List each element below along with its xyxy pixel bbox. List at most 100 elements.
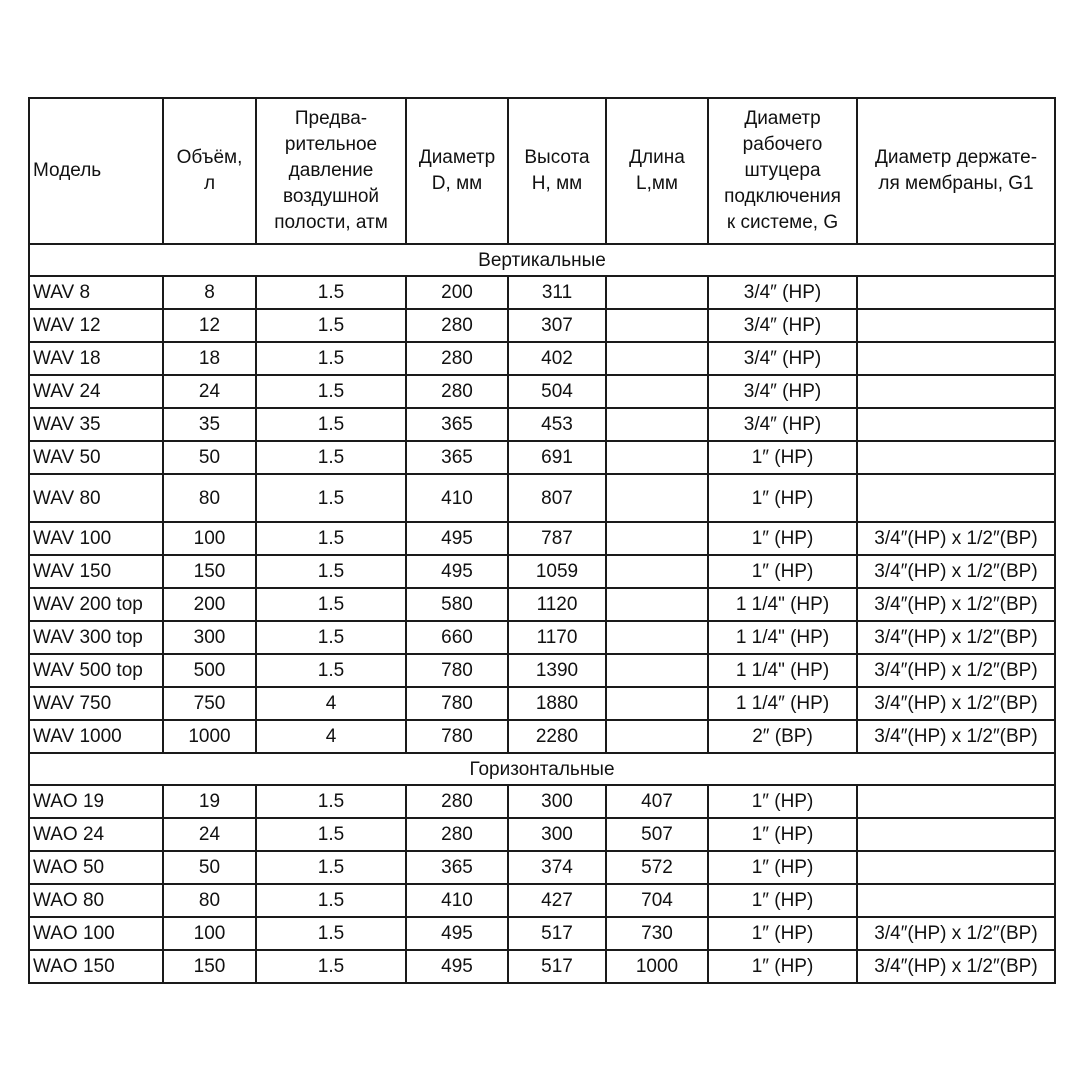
cell-diameter: 280 <box>405 308 509 343</box>
cell-length: 572 <box>605 850 709 885</box>
cell-length: 1000 <box>605 949 709 984</box>
cell-diameter: 410 <box>405 473 509 523</box>
cell-pre-pressure: 1.5 <box>255 916 407 951</box>
cell-diameter: 365 <box>405 407 509 442</box>
cell-model: WAO 19 <box>28 784 164 819</box>
cell-length <box>605 308 709 343</box>
cell-pre-pressure: 1.5 <box>255 850 407 885</box>
cell-length <box>605 719 709 754</box>
cell-diameter: 280 <box>405 341 509 376</box>
cell-length: 730 <box>605 916 709 951</box>
cell-connection-diameter: 1″ (НР) <box>707 883 858 918</box>
cell-pre-pressure: 1.5 <box>255 521 407 556</box>
cell-model: WAV 12 <box>28 308 164 343</box>
cell-height: 1880 <box>507 686 607 721</box>
cell-connection-diameter: 1 1/4" (НР) <box>707 653 858 688</box>
cell-length: 407 <box>605 784 709 819</box>
cell-height: 787 <box>507 521 607 556</box>
cell-pre-pressure: 4 <box>255 686 407 721</box>
table-row: WAO 50 50 1.5 365 374 572 1″ (НР) <box>28 850 1056 885</box>
cell-pre-pressure: 1.5 <box>255 883 407 918</box>
cell-diameter: 495 <box>405 916 509 951</box>
cell-connection-diameter: 1″ (НР) <box>707 440 858 475</box>
cell-length <box>605 686 709 721</box>
cell-model: WAO 150 <box>28 949 164 984</box>
cell-pre-pressure: 1.5 <box>255 275 407 310</box>
cell-diameter: 200 <box>405 275 509 310</box>
cell-diameter: 410 <box>405 883 509 918</box>
cell-height: 517 <box>507 916 607 951</box>
cell-model: WAV 8 <box>28 275 164 310</box>
cell-pre-pressure: 1.5 <box>255 949 407 984</box>
cell-volume: 24 <box>162 374 257 409</box>
cell-pre-pressure: 1.5 <box>255 473 407 523</box>
cell-connection-diameter: 2″ (ВР) <box>707 719 858 754</box>
cell-pre-pressure: 1.5 <box>255 308 407 343</box>
cell-length <box>605 275 709 310</box>
cell-membrane-holder-diameter <box>856 308 1056 343</box>
header-row: Модель Объём, л Предва- рительное давление… <box>28 97 1056 245</box>
cell-connection-diameter: 1″ (НР) <box>707 850 858 885</box>
cell-length <box>605 374 709 409</box>
cell-pre-pressure: 4 <box>255 719 407 754</box>
cell-volume: 50 <box>162 850 257 885</box>
cell-connection-diameter: 1 1/4" (НР) <box>707 620 858 655</box>
cell-height: 504 <box>507 374 607 409</box>
cell-connection-diameter: 1″ (НР) <box>707 554 858 589</box>
cell-membrane-holder-diameter <box>856 407 1056 442</box>
cell-height: 374 <box>507 850 607 885</box>
cell-volume: 24 <box>162 817 257 852</box>
cell-diameter: 280 <box>405 374 509 409</box>
cell-membrane-holder-diameter: 3/4″(НР) x 1/2″(ВР) <box>856 719 1056 754</box>
table-row: WAV 12 12 1.5 280 307 3/4″ (НР) <box>28 308 1056 343</box>
section-title: Горизонтальные <box>28 752 1056 786</box>
cell-volume: 80 <box>162 883 257 918</box>
cell-membrane-holder-diameter <box>856 817 1056 852</box>
cell-model: WAV 200 top <box>28 587 164 622</box>
cell-model: WAO 100 <box>28 916 164 951</box>
cell-membrane-holder-diameter <box>856 784 1056 819</box>
table-row: WAO 19 19 1.5 280 300 407 1″ (НР) <box>28 784 1056 819</box>
cell-connection-diameter: 1″ (НР) <box>707 784 858 819</box>
cell-pre-pressure: 1.5 <box>255 620 407 655</box>
table-row: WAV 100 100 1.5 495 787 1″ (НР) 3/4″(НР) x 1/2… <box>28 521 1056 556</box>
header-height: Высота Н, мм <box>507 97 607 245</box>
cell-model: WAV 750 <box>28 686 164 721</box>
cell-connection-diameter: 1″ (НР) <box>707 949 858 984</box>
table-row: WAV 50 50 1.5 365 691 1″ (НР) <box>28 440 1056 475</box>
table-row: WAV 18 18 1.5 280 402 3/4″ (НР) <box>28 341 1056 376</box>
cell-length: 507 <box>605 817 709 852</box>
cell-height: 300 <box>507 784 607 819</box>
cell-membrane-holder-diameter: 3/4″(НР) x 1/2″(ВР) <box>856 587 1056 622</box>
cell-connection-diameter: 3/4″ (НР) <box>707 374 858 409</box>
cell-height: 691 <box>507 440 607 475</box>
cell-height: 1170 <box>507 620 607 655</box>
cell-height: 807 <box>507 473 607 523</box>
table-row: WAV 150 150 1.5 495 1059 1″ (НР) 3/4″(НР) x 1/… <box>28 554 1056 589</box>
cell-model: WAV 1000 <box>28 719 164 754</box>
cell-diameter: 495 <box>405 554 509 589</box>
cell-volume: 80 <box>162 473 257 523</box>
cell-connection-diameter: 1″ (НР) <box>707 473 858 523</box>
cell-connection-diameter: 1″ (НР) <box>707 916 858 951</box>
cell-model: WAV 18 <box>28 341 164 376</box>
cell-membrane-holder-diameter <box>856 473 1056 523</box>
cell-membrane-holder-diameter <box>856 883 1056 918</box>
cell-pre-pressure: 1.5 <box>255 407 407 442</box>
cell-height: 453 <box>507 407 607 442</box>
cell-length <box>605 341 709 376</box>
cell-model: WAV 300 top <box>28 620 164 655</box>
cell-height: 1120 <box>507 587 607 622</box>
header-membrane-holder-diameter: Диаметр держате- ля мембраны, G1 <box>856 97 1056 245</box>
cell-height: 427 <box>507 883 607 918</box>
cell-length <box>605 554 709 589</box>
cell-connection-diameter: 1″ (НР) <box>707 817 858 852</box>
cell-connection-diameter: 1″ (НР) <box>707 521 858 556</box>
cell-diameter: 495 <box>405 521 509 556</box>
cell-diameter: 780 <box>405 719 509 754</box>
cell-connection-diameter: 1 1/4" (НР) <box>707 587 858 622</box>
cell-pre-pressure: 1.5 <box>255 784 407 819</box>
cell-connection-diameter: 3/4″ (НР) <box>707 308 858 343</box>
cell-model: WAO 50 <box>28 850 164 885</box>
cell-pre-pressure: 1.5 <box>255 653 407 688</box>
